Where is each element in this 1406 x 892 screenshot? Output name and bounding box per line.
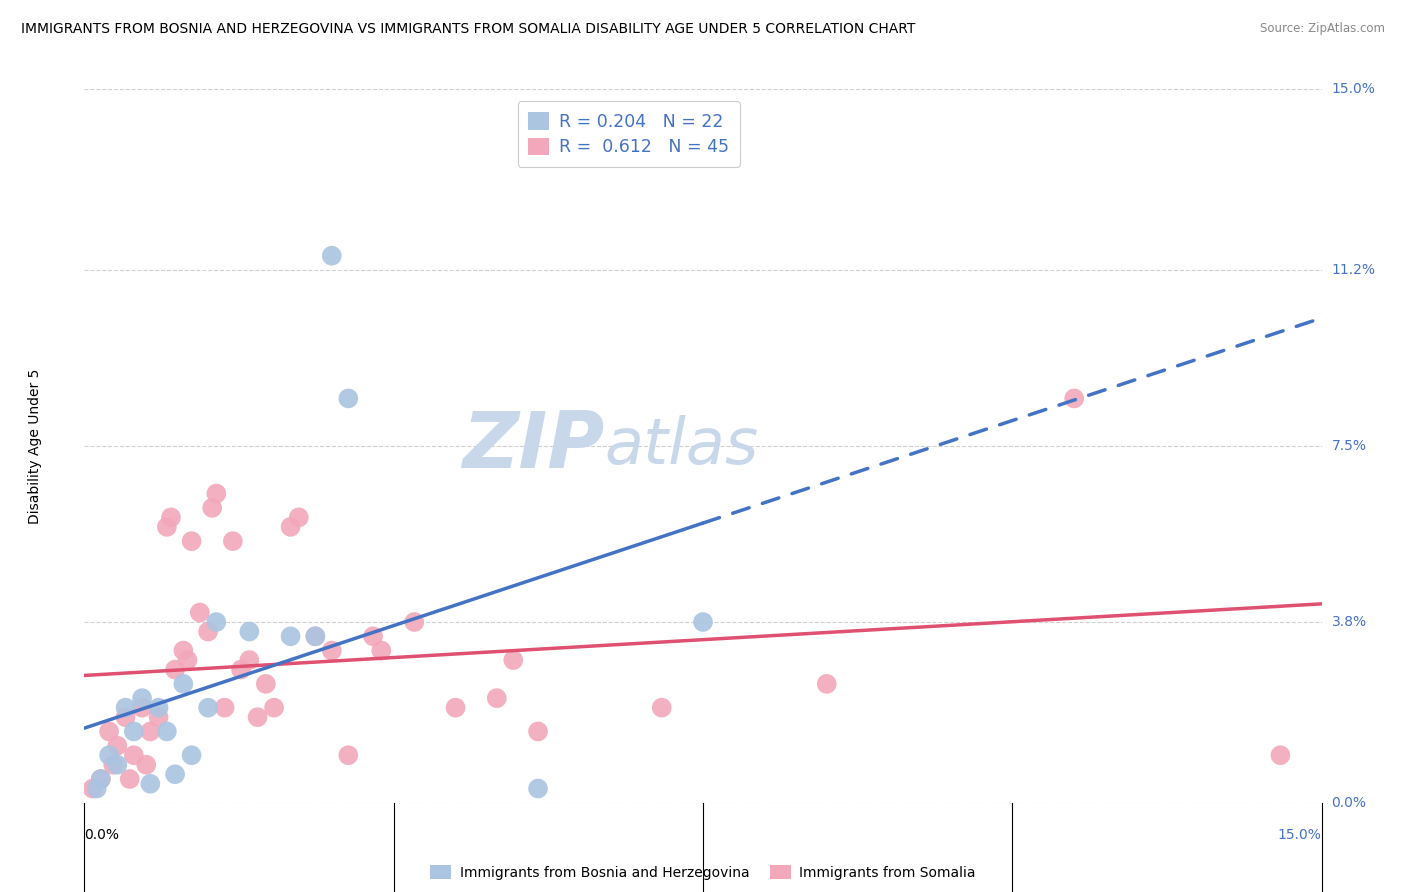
Point (122, 724, 145, 739)
Point (172, 643, 194, 657)
Text: 0.0%: 0.0% (1331, 796, 1367, 810)
Point (280, 520, 302, 534)
Point (205, 486, 228, 500)
Point (122, 748, 145, 763)
Point (98, 724, 121, 739)
Text: atlas: atlas (605, 415, 758, 477)
Point (172, 677, 194, 691)
Point (86, 781, 108, 796)
Text: 0.0%: 0.0% (84, 828, 120, 842)
Point (321, 249, 343, 263)
Point (165, 767, 187, 781)
Point (114, 700, 136, 714)
Point (280, 629, 302, 643)
Point (156, 724, 179, 739)
Text: ZIP: ZIP (461, 408, 605, 484)
Point (135, 757, 157, 772)
Point (90, 772, 112, 786)
Text: 15.0%: 15.0% (1278, 828, 1322, 842)
Point (527, 781, 550, 796)
Point (304, 629, 326, 643)
Point (148, 710, 170, 724)
Text: 11.2%: 11.2% (1331, 263, 1375, 277)
Point (254, 677, 277, 691)
Point (188, 606, 211, 620)
Point (651, 700, 673, 714)
Point (148, 700, 170, 714)
Point (205, 615, 228, 629)
Point (114, 710, 136, 724)
Point (156, 520, 179, 534)
Point (201, 500, 224, 515)
Point (238, 624, 260, 639)
Point (165, 663, 187, 677)
Point (288, 510, 311, 524)
Point (246, 710, 269, 724)
Point (82, 781, 104, 796)
Point (214, 700, 236, 714)
Point (222, 534, 245, 549)
Point (176, 653, 198, 667)
Point (180, 748, 202, 763)
Legend: Immigrants from Bosnia and Herzegovina, Immigrants from Somalia: Immigrants from Bosnia and Herzegovina, … (425, 860, 981, 886)
Point (692, 615, 714, 629)
Point (118, 772, 141, 786)
Text: 7.5%: 7.5% (1331, 439, 1367, 453)
Point (1063, 392, 1085, 406)
Point (105, 757, 128, 772)
Point (131, 700, 153, 714)
Point (139, 777, 162, 791)
Point (361, 629, 384, 643)
Point (238, 653, 260, 667)
Point (98, 748, 121, 763)
Point (197, 624, 219, 639)
Text: 3.8%: 3.8% (1331, 615, 1367, 629)
Point (139, 724, 162, 739)
Point (815, 677, 838, 691)
Point (90, 772, 112, 786)
Point (1270, 748, 1292, 763)
Point (321, 643, 343, 657)
Point (229, 663, 252, 677)
Point (103, 757, 125, 772)
Text: IMMIGRANTS FROM BOSNIA AND HERZEGOVINA VS IMMIGRANTS FROM SOMALIA DISABILITY AGE: IMMIGRANTS FROM BOSNIA AND HERZEGOVINA V… (21, 22, 915, 37)
Point (105, 739, 128, 753)
Point (263, 700, 285, 714)
Point (304, 629, 326, 643)
Point (502, 653, 524, 667)
Point (197, 700, 219, 714)
Text: Source: ZipAtlas.com: Source: ZipAtlas.com (1260, 22, 1385, 36)
Text: Disability Age Under 5: Disability Age Under 5 (28, 368, 42, 524)
Point (337, 748, 360, 763)
Point (180, 534, 202, 549)
Point (485, 691, 508, 706)
Point (131, 691, 153, 706)
Text: 15.0%: 15.0% (1331, 82, 1375, 96)
Point (527, 724, 550, 739)
Point (404, 615, 426, 629)
Point (370, 643, 392, 657)
Point (444, 700, 467, 714)
Point (160, 510, 183, 524)
Point (337, 392, 360, 406)
